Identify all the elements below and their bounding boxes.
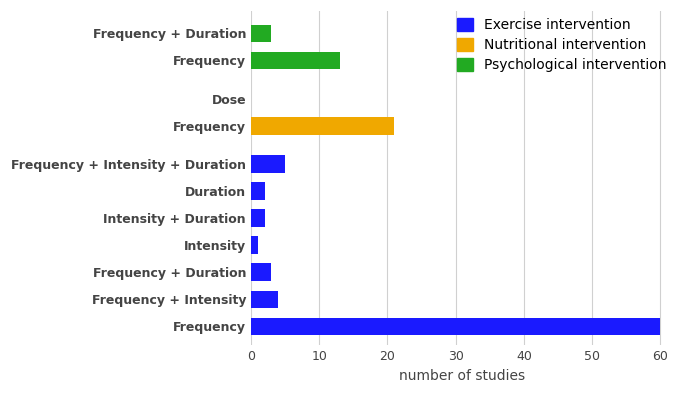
X-axis label: number of studies: number of studies	[399, 369, 525, 383]
Bar	[251, 236, 258, 254]
Bar	[251, 52, 340, 69]
Bar	[251, 155, 285, 173]
Legend: Exercise intervention, Nutritional intervention, Psychological intervention: Exercise intervention, Nutritional inter…	[457, 18, 667, 72]
Bar	[251, 318, 660, 335]
Bar	[251, 264, 271, 281]
Bar	[251, 25, 271, 42]
Bar	[251, 182, 264, 200]
Bar	[251, 117, 395, 134]
Bar	[251, 290, 278, 308]
Bar	[251, 209, 264, 227]
